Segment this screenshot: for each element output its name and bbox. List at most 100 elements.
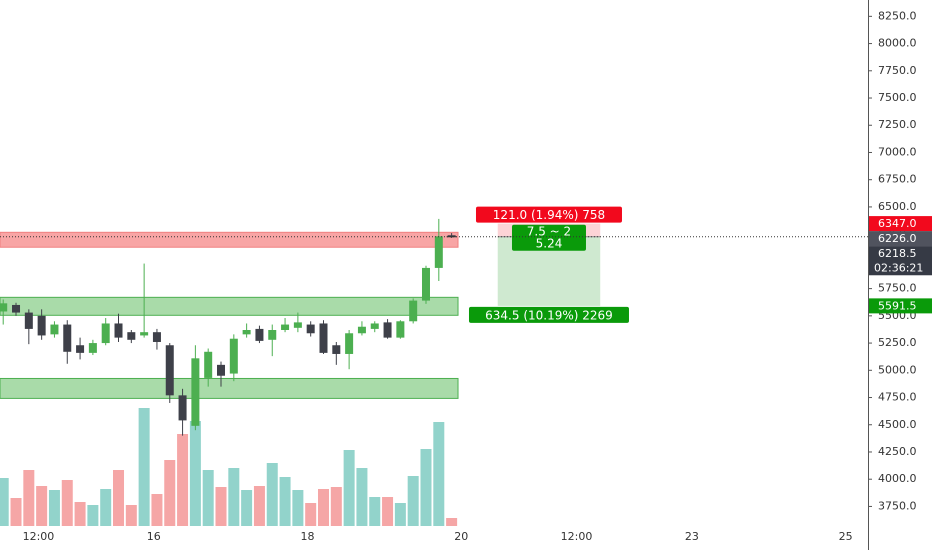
stop-label-box (475, 206, 622, 223)
candle-body (409, 300, 418, 322)
candle-body (50, 324, 59, 335)
candle-body (421, 267, 430, 301)
price-label-box (869, 231, 932, 247)
candle-body (165, 345, 174, 396)
candle-body (24, 312, 33, 329)
volume-bar (113, 470, 125, 526)
candle-body (12, 304, 21, 313)
candle-body (306, 324, 315, 334)
x-tick-label: 25 (839, 530, 853, 543)
volume-bar (202, 470, 214, 526)
y-tick-label: 7000.0 (878, 145, 917, 158)
volume-bar (407, 476, 419, 526)
x-tick-label: 12:00 (23, 530, 55, 543)
candle-body (242, 330, 251, 335)
stop-label: 121.0 (1.94%) 758 (493, 208, 605, 222)
countdown-box (869, 260, 932, 276)
y-tick-label: 3750.0 (878, 499, 917, 512)
candle-body (434, 236, 443, 268)
candle-body (63, 324, 72, 352)
volume-bar (305, 503, 317, 526)
y-tick-label: 5250.0 (878, 336, 917, 349)
x-tick-label: 23 (685, 530, 699, 543)
candle-body (127, 332, 136, 340)
volume-bar (446, 518, 458, 526)
price-label: 5591.5 (878, 299, 917, 312)
zone (0, 231, 459, 248)
candle-body (152, 332, 161, 342)
candle-body (140, 332, 149, 336)
x-tick-label: 20 (454, 530, 468, 543)
countdown: 02:36:21 (874, 261, 923, 274)
volume-bar (253, 486, 265, 526)
price-label: 6218.5 (878, 247, 917, 260)
y-tick-label: 4500.0 (878, 418, 917, 431)
volume-bar (292, 490, 304, 526)
volume-bar (138, 408, 150, 526)
candle-body (357, 326, 366, 334)
y-tick-label: 6500.0 (878, 200, 917, 213)
volume-bar (36, 486, 48, 526)
candle-body (229, 338, 238, 374)
x-tick-label: 16 (147, 530, 161, 543)
volume-bar (0, 478, 9, 526)
y-tick-label: 6750.0 (878, 173, 917, 186)
volume-bar (330, 487, 342, 526)
candle-body (319, 323, 328, 353)
target-label: 634.5 (10.19%) 2269 (485, 308, 613, 322)
volume-bar (74, 502, 86, 526)
candle-body (447, 235, 456, 237)
candle-body (88, 343, 97, 353)
price-label: 6347.0 (878, 217, 917, 230)
y-tick-label: 8250.0 (878, 9, 917, 22)
volume-bar (125, 505, 137, 526)
y-tick-label: 7500.0 (878, 91, 917, 104)
volume-bar (61, 480, 73, 526)
volume-bar (433, 422, 445, 526)
candle-body (204, 351, 213, 378)
candle-body (255, 328, 264, 341)
target-label-box (468, 306, 629, 323)
volume-bar (228, 468, 240, 526)
candle-body (293, 322, 302, 328)
y-tick-label: 5750.0 (878, 282, 917, 295)
price-label-box (869, 298, 932, 314)
candle-body (383, 322, 392, 338)
volume-bar (420, 449, 432, 526)
volume-bar (151, 494, 163, 526)
volume-bar (317, 489, 329, 526)
volume-bar (369, 497, 381, 526)
ratio-box (511, 224, 586, 251)
y-tick-label: 4750.0 (878, 391, 917, 404)
candle-body (191, 358, 200, 426)
candle-body (114, 323, 123, 338)
x-tick-label: 18 (300, 530, 314, 543)
y-tick-label: 7250.0 (878, 118, 917, 131)
x-tick-label: 12:00 (561, 530, 593, 543)
ratio-label: 7.5 ~ 2 (527, 224, 571, 238)
candle-body (281, 324, 290, 330)
price-label-box (869, 246, 932, 262)
volume-bar (382, 497, 394, 526)
volume-bar (87, 505, 99, 526)
volume-bar (356, 468, 368, 526)
y-tick-label: 5000.0 (878, 363, 917, 376)
volume-bar (266, 463, 278, 526)
volume-bar (100, 489, 112, 526)
volume-bar (279, 477, 291, 526)
volume-bar (10, 498, 22, 526)
candle-body (345, 333, 354, 354)
price-label-box (869, 216, 932, 232)
candle-body (0, 303, 8, 312)
zone (0, 377, 459, 399)
candle-body (101, 323, 110, 344)
volume-bar (343, 450, 355, 526)
y-tick-label: 7750.0 (878, 64, 917, 77)
volume-bar (23, 470, 35, 526)
candle-body (332, 345, 341, 354)
ratio-value: 5.24 (536, 236, 563, 250)
candle-body (396, 321, 405, 338)
volume-bar (241, 490, 253, 526)
